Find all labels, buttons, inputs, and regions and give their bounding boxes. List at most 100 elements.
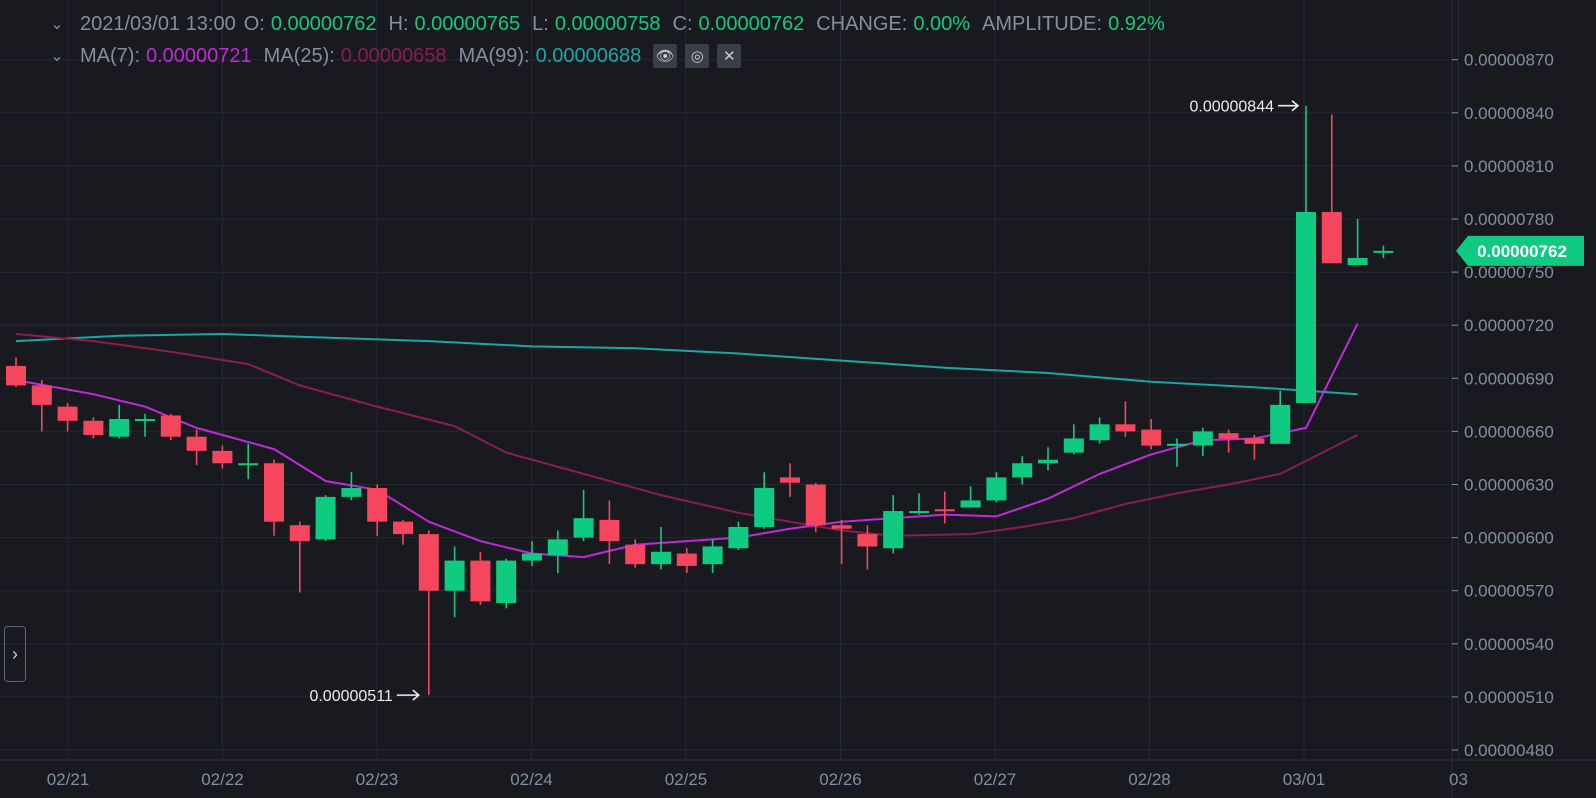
candle-body [1012, 463, 1033, 478]
candle-body [1321, 211, 1342, 264]
candle-body [496, 560, 517, 604]
high-label: H: [388, 12, 409, 35]
candle-body [1115, 424, 1136, 432]
candle-body [1296, 211, 1316, 404]
open-value: 0.00000762 [270, 12, 377, 35]
arrow-right-icon [396, 689, 421, 701]
candle-body [754, 488, 775, 527]
candle-body [573, 518, 594, 538]
candle-body [805, 484, 826, 526]
x-tick-label: 02/26 [819, 770, 862, 789]
ma7-value: 0.00000721 [146, 44, 252, 67]
y-tick-label: 0.00000630 [1464, 476, 1554, 495]
x-tick-label: 02/21 [47, 770, 90, 789]
chevron-down-icon[interactable]: ⌄ [50, 16, 64, 33]
x-tick-label: 02/23 [356, 770, 399, 789]
ma25-value: 0.00000658 [340, 44, 447, 67]
ma25-label: MA(25): [263, 44, 335, 67]
x-tick-label: 03/01 [1283, 770, 1326, 789]
candle-body [444, 560, 465, 591]
x-tick-label: 02/22 [201, 770, 244, 789]
candle-body [1192, 431, 1213, 446]
candle-body [934, 509, 955, 512]
ma99-label: MA(99): [458, 44, 530, 67]
candle-body [780, 477, 800, 483]
candle-body [1167, 443, 1187, 446]
low-label: L: [532, 12, 549, 35]
candle-body [470, 560, 491, 602]
candle-body [186, 436, 207, 451]
y-tick-label: 0.00000780 [1464, 210, 1554, 229]
settings-icon[interactable]: ◎ [685, 44, 710, 68]
candle-body [418, 534, 439, 591]
y-tick-label: 0.00000810 [1464, 157, 1554, 176]
y-tick-label: 0.00000660 [1464, 422, 1554, 441]
candle-body [547, 539, 568, 556]
candle-body [676, 553, 697, 566]
y-tick-label: 0.00000540 [1464, 635, 1554, 654]
y-tick-label: 0.00000570 [1464, 582, 1554, 601]
low-value: 0.00000758 [554, 12, 661, 35]
close-label: C: [672, 12, 693, 35]
close-icon[interactable]: ✕ [717, 44, 742, 68]
candle-body [909, 511, 929, 514]
last-price-tag [1456, 235, 1584, 266]
candle-body [367, 488, 388, 522]
candle-body [1063, 438, 1084, 453]
x-tick-label: 02/24 [510, 770, 553, 789]
candle-body [625, 544, 646, 565]
legend-datetime: 2021/03/01 13:00 [80, 12, 236, 35]
y-tick-label: 0.00000840 [1464, 104, 1554, 123]
ma99-value: 0.00000688 [535, 44, 642, 67]
y-tick-label: 0.00000480 [1464, 741, 1554, 760]
candle-body [1218, 433, 1239, 439]
high-value: 0.00000765 [414, 12, 521, 35]
candle-body [831, 525, 852, 529]
candle-body [315, 496, 336, 540]
candle-body [857, 534, 878, 547]
change-value: 0.00% [913, 12, 971, 35]
x-tick-label: 02/27 [974, 770, 1017, 789]
candle-body [289, 525, 310, 542]
candle-body [212, 450, 233, 464]
candle-body [393, 521, 413, 535]
candle-body [1270, 404, 1291, 444]
candle-body [6, 365, 26, 386]
candle-body [1244, 438, 1265, 444]
candle-body [238, 463, 259, 466]
chevron-down-icon[interactable]: ⌄ [50, 48, 64, 65]
candle-body [1141, 429, 1162, 446]
x-tick-label: 02/28 [1128, 770, 1171, 789]
x-tick-label: 02/25 [665, 770, 708, 789]
last-price-label: 0.00000762 [1477, 242, 1567, 261]
candle-body [883, 511, 904, 549]
ohlc-legend: ⌄ 2021/03/01 13:00 O: 0.00000762 H: 0.00… [44, 11, 1177, 37]
eye-icon[interactable]: 👁 [653, 44, 678, 68]
candle-body [109, 419, 130, 437]
open-label: O: [243, 12, 265, 35]
arrow-right-icon [1278, 100, 1300, 112]
y-tick-label: 0.00000870 [1464, 51, 1554, 70]
candle-body [728, 526, 749, 549]
candle-body [1347, 257, 1368, 266]
close-value: 0.00000762 [698, 12, 805, 35]
ma-legend: ⌄ MA(7): 0.00000721 MA(25): 0.00000658 M… [44, 43, 749, 69]
y-tick-label: 0.00000750 [1464, 263, 1554, 282]
candle-body [341, 488, 362, 497]
candle-body [1089, 424, 1110, 441]
candle-body [31, 385, 52, 405]
change-label: CHANGE: [816, 12, 908, 35]
chevron-right-icon[interactable]: › [4, 626, 26, 682]
candle-body [702, 546, 723, 565]
candle-body [57, 406, 78, 421]
candle-body [522, 553, 542, 561]
candle-body [986, 477, 1007, 501]
ma99-line [15, 332, 1358, 396]
candle-body [599, 519, 620, 542]
low-price-marker: 0.00000511 [309, 688, 392, 705]
candle-body [135, 419, 155, 422]
candle-body [1038, 459, 1058, 464]
y-tick-label: 0.00000690 [1464, 369, 1554, 388]
y-tick-label: 0.00000720 [1464, 316, 1554, 335]
